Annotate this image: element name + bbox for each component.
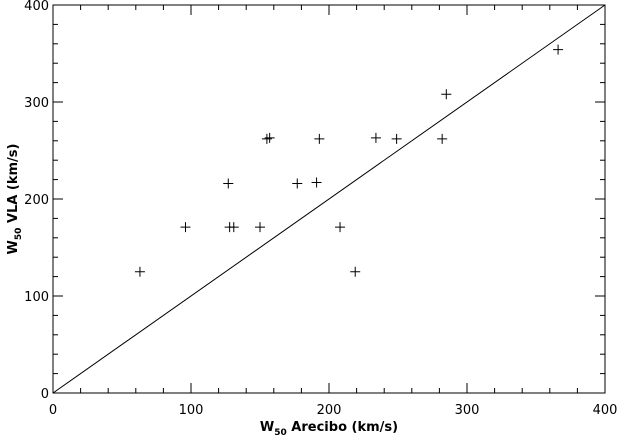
data-point	[180, 222, 191, 233]
data-point	[264, 132, 275, 143]
x-tick-label: 0	[49, 403, 57, 418]
data-point	[134, 266, 145, 277]
y-tick-label: 0	[41, 387, 49, 402]
y-tick-label: 400	[24, 0, 49, 14]
data-point	[391, 133, 402, 144]
data-point	[437, 133, 448, 144]
data-point	[335, 222, 346, 233]
tick-labels: 0 100 200 300 400 0 100 200 300 400	[24, 0, 617, 418]
data-point	[350, 266, 361, 277]
data-point	[311, 177, 322, 188]
data-point	[223, 178, 234, 189]
x-tick-label: 100	[179, 403, 204, 418]
data-point	[261, 133, 272, 144]
data-points	[134, 44, 564, 277]
y-axis-title: W50 VLA (km/s)	[6, 144, 24, 255]
data-point	[553, 44, 564, 55]
y-tick-label: 200	[24, 193, 49, 208]
reference-line	[52, 4, 606, 394]
data-point	[370, 132, 381, 143]
data-point	[292, 178, 303, 189]
data-point	[228, 222, 239, 233]
x-tick-label: 300	[455, 403, 480, 418]
axis-ticks	[52, 4, 606, 394]
data-point	[255, 222, 265, 233]
y-tick-label: 300	[24, 96, 49, 111]
data-point	[314, 133, 325, 144]
data-point	[441, 89, 452, 100]
x-axis-title: W50 Arecibo (km/s)	[260, 420, 398, 438]
x-tick-label: 200	[317, 403, 342, 418]
y-tick-label: 100	[24, 290, 49, 305]
x-tick-label: 400	[593, 403, 618, 418]
